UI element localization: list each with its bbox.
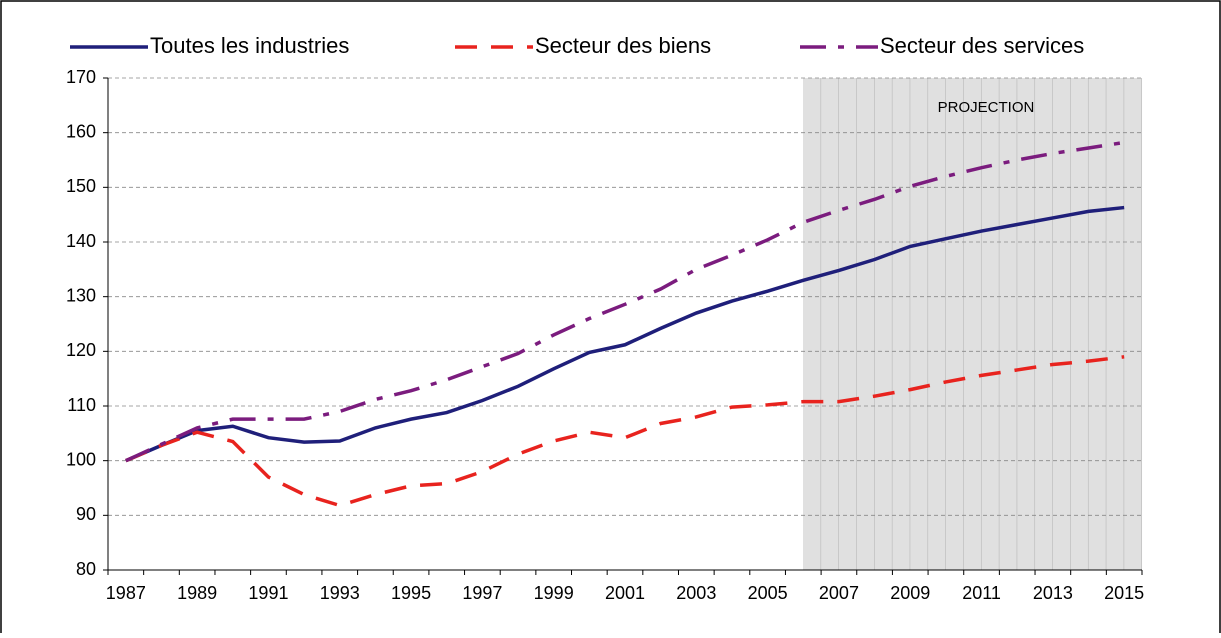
series-line	[125, 205, 1125, 463]
x-tick-label: 1997	[462, 583, 502, 603]
annotation: PROJECTION	[938, 99, 1035, 116]
x-tick-label: 1999	[534, 583, 574, 603]
series-line	[125, 140, 1125, 463]
x-tick-label: 2003	[676, 583, 716, 603]
x-tick-label: 2007	[819, 583, 859, 603]
y-tick-label: 170	[66, 67, 96, 87]
projection-area	[803, 78, 1142, 570]
x-tick-label: 1989	[177, 583, 217, 603]
y-tick-label: 110	[67, 395, 96, 415]
x-tick-label: 2005	[748, 583, 788, 603]
legend-label: Toutes les industries	[150, 33, 349, 58]
x-tick-label: 1987	[106, 583, 146, 603]
y-tick-label: 90	[76, 504, 96, 524]
y-tick-label: 130	[66, 285, 96, 305]
y-tick-label: 100	[66, 449, 96, 469]
y-tick-label: 120	[66, 340, 96, 360]
y-tick-label: 140	[66, 231, 96, 251]
x-tick-label: 1991	[248, 583, 288, 603]
x-tick-label: 2015	[1104, 583, 1144, 603]
x-tick-label: 2013	[1033, 583, 1073, 603]
y-tick-label: 160	[66, 121, 96, 141]
legend-label: Secteur des biens	[535, 33, 711, 58]
y-tick-label: 150	[66, 176, 96, 196]
y-tick-label: 80	[76, 559, 96, 579]
x-tick-label: 1995	[391, 583, 431, 603]
series-line	[125, 355, 1125, 508]
projection-grid	[820, 78, 1143, 570]
x-tick-label: 1993	[320, 583, 360, 603]
x-tick-label: 2009	[890, 583, 930, 603]
legend-label: Secteur des services	[880, 33, 1084, 58]
x-tick-label: 2001	[605, 583, 645, 603]
x-tick-label: 2011	[962, 583, 1001, 603]
